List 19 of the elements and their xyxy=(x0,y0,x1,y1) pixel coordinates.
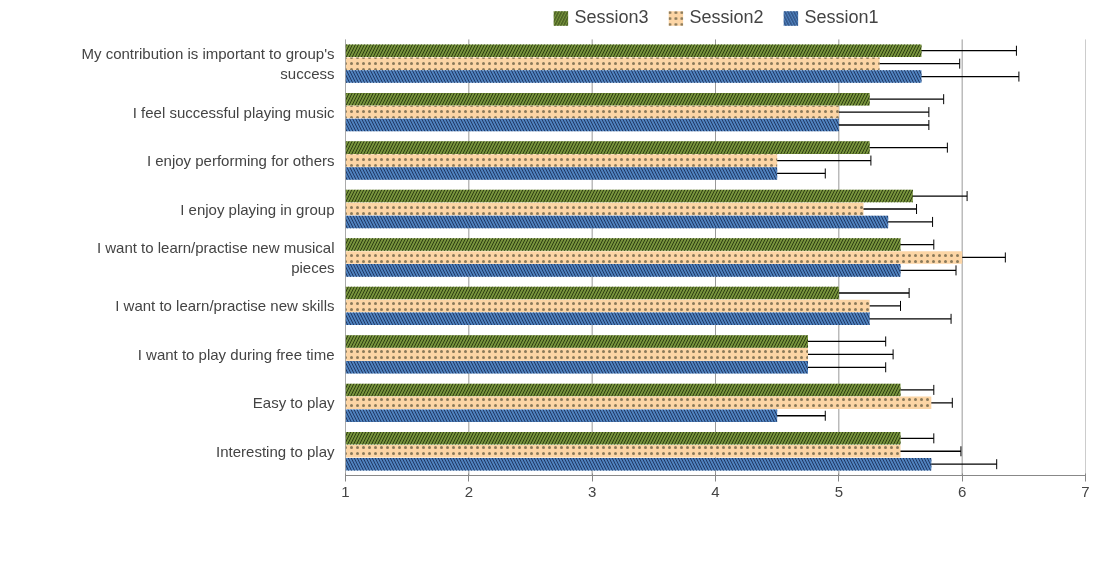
x-tick-label: 1 xyxy=(341,482,350,500)
x-tick-label: 5 xyxy=(834,482,844,500)
y-tick-label: I enjoy playing in group xyxy=(180,200,335,218)
x-tick-label: 4 xyxy=(711,482,720,500)
y-tick-label: I feel successful playing music xyxy=(132,103,335,121)
y-tick-label: I want to learn/practise new skills xyxy=(115,297,335,315)
x-tick-label: 7 xyxy=(1081,482,1090,500)
legend-label: Session3 xyxy=(574,7,649,28)
x-tick-label: 3 xyxy=(588,482,597,500)
y-tick-label: My contribution is important to group's success xyxy=(81,44,335,83)
legend-label: Session2 xyxy=(689,7,764,28)
x-tick-label: 6 xyxy=(958,482,967,500)
x-tick-label: 2 xyxy=(464,482,474,500)
y-tick-label: I want to play during free time xyxy=(137,345,335,363)
y-tick-label: I want to learn/practise new musical pieces xyxy=(96,238,335,277)
y-tick-label: Easy to play xyxy=(252,394,335,412)
y-tick-label: Interesting to play xyxy=(216,442,335,460)
y-tick-label: I enjoy performing for others xyxy=(146,152,335,170)
legend-label: Session1 xyxy=(804,7,879,28)
